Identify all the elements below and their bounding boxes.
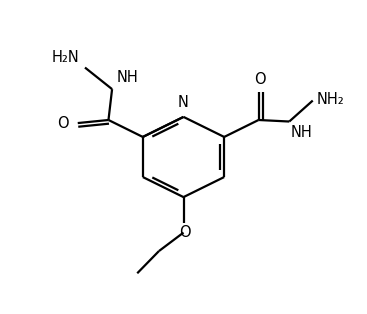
Text: NH₂: NH₂	[316, 91, 344, 106]
Text: NH: NH	[116, 70, 138, 85]
Text: NH: NH	[291, 125, 313, 140]
Text: N: N	[178, 95, 189, 110]
Text: O: O	[57, 116, 69, 131]
Text: O: O	[179, 225, 190, 240]
Text: H₂N: H₂N	[52, 50, 80, 65]
Text: O: O	[255, 72, 266, 87]
